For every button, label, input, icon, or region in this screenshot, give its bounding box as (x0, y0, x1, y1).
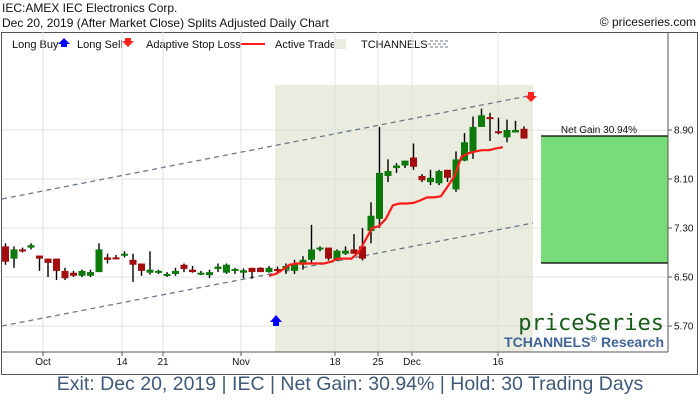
candle-body (240, 270, 247, 273)
candle-body (512, 130, 519, 133)
candle-body (180, 264, 188, 270)
candle-body (163, 273, 171, 276)
copyright: © priceseries.com (599, 15, 696, 29)
candle-body (444, 169, 451, 178)
candle-body (95, 249, 103, 273)
x-tick-label: 16 (492, 357, 504, 368)
candle-body (384, 171, 392, 176)
candle-body (367, 215, 375, 232)
candle-body (155, 270, 162, 273)
candle-body (308, 249, 315, 260)
candle-body (342, 250, 349, 254)
candle-body (495, 131, 502, 134)
x-tick-label: 14 (116, 357, 128, 368)
candle-body (206, 272, 213, 276)
watermark-research: TCHANNELS® Research (504, 334, 664, 350)
candle-body (104, 257, 111, 260)
candle-body (129, 259, 137, 265)
candle-body (350, 249, 358, 254)
candle-body (478, 115, 485, 127)
legend-long-sell: Long Sell (77, 39, 123, 51)
watermark-brand: priceSeries (518, 311, 664, 336)
candle-body (401, 160, 409, 166)
candle-body (231, 269, 239, 272)
candle-body (265, 267, 273, 273)
net-gain-label: Net Gain 30.94% (561, 125, 637, 136)
candle-body (248, 267, 256, 273)
candle-body (44, 258, 52, 263)
long-sell-arrow-icon (525, 92, 537, 102)
legend-adaptive-stop: Adaptive Stop Loss (146, 39, 241, 51)
y-tick-label: 5.70 (674, 322, 694, 333)
candle-body (121, 253, 128, 256)
candle-body (70, 272, 77, 276)
candle-body (486, 117, 494, 120)
long-buy-icon (58, 38, 70, 47)
x-tick-label: Dec (403, 357, 421, 368)
candle-body (274, 269, 281, 272)
candle-body (61, 270, 69, 279)
candle-body (461, 142, 468, 161)
candle-body (418, 175, 426, 181)
candle-body (172, 270, 179, 274)
candle-body (316, 247, 324, 250)
candle-body (19, 249, 26, 252)
chart-frame (1, 32, 698, 375)
candle-body (325, 247, 332, 259)
legend-long-buy: Long Buy (12, 39, 59, 51)
x-tick-label: Nov (232, 357, 250, 368)
candle-body (393, 165, 400, 168)
legend: Long Buy Long Sell Adaptive Stop Loss Ac… (12, 38, 448, 51)
candle-body (27, 245, 35, 248)
legend-tchannels: TCHANNELS (361, 39, 428, 51)
candle-body (78, 270, 86, 276)
long-sell-icon (122, 38, 134, 47)
candle-body (197, 272, 205, 275)
x-tick-label: 18 (329, 357, 341, 368)
lower-channel-line (1, 222, 534, 327)
x-tick-label: 25 (372, 357, 384, 368)
y-tick-label: 8.90 (674, 126, 694, 137)
active-trade-region (275, 85, 533, 352)
candle-body (223, 264, 230, 273)
candle-body (299, 259, 307, 265)
candle-body (87, 272, 94, 276)
candle-body (2, 246, 9, 262)
candle-body (410, 157, 417, 167)
candle-body (520, 128, 528, 139)
candle-body (469, 126, 477, 152)
candle-body (53, 258, 60, 271)
y-tick-label: 7.30 (674, 224, 694, 235)
active-trade-swatch-icon (334, 39, 346, 49)
adaptive-stop-loss-line (268, 146, 503, 277)
candle-body (36, 255, 43, 259)
candle-body (427, 177, 434, 183)
trade-summary-footer: Exit: Dec 20, 2019 | IEC | Net Gain: 30.… (56, 373, 644, 395)
legend-active-trade: Active Trade (275, 39, 336, 51)
chart-title: IEC:AMEX IEC Electronics Corp. (2, 1, 178, 15)
candle-body (10, 249, 18, 259)
chart-subtitle: Dec 20, 2019 (After Market Close) Splits… (2, 16, 329, 30)
candle-body (138, 263, 145, 271)
candle-body (503, 130, 511, 138)
upper-channel-line (1, 94, 534, 200)
x-tick-label: Oct (35, 357, 51, 368)
candle-body (189, 269, 196, 273)
candle-body (214, 266, 222, 270)
candle-body (112, 257, 120, 260)
candle-body (376, 172, 383, 219)
long-buy-arrow-icon (270, 315, 282, 326)
candle-body (435, 171, 443, 184)
candle-body (291, 263, 298, 271)
x-tick-label: 21 (157, 357, 169, 368)
candle-body (333, 250, 341, 260)
candle-body (146, 269, 154, 273)
net-gain-box (541, 136, 668, 263)
candle-body (359, 246, 366, 259)
y-tick-label: 8.10 (674, 175, 694, 186)
candle-body (257, 267, 264, 273)
y-tick-label: 6.50 (674, 273, 694, 284)
